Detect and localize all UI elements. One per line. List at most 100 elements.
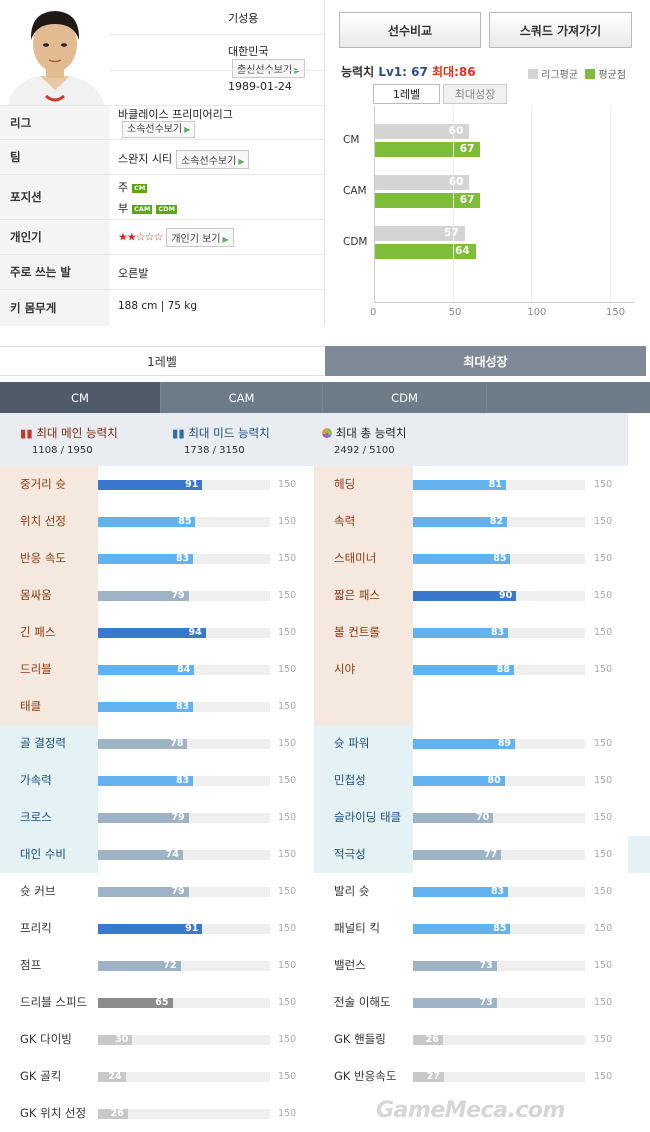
pos-tab-cm[interactable]: CM	[0, 382, 161, 413]
stat-bar: 83	[98, 554, 194, 564]
stat-bar: 84	[98, 665, 195, 675]
stat-max: 150	[278, 590, 297, 601]
squad-button[interactable]: 스쿼드 가져가기	[489, 12, 632, 48]
stat-name: GK 반응속도	[334, 1069, 397, 1083]
stat-track: 90	[413, 591, 585, 601]
stat-max: 150	[594, 1071, 613, 1082]
team-players-button[interactable]: 소속선수보기 ▶	[176, 150, 250, 169]
chart-bar-league: 60	[375, 124, 470, 139]
stat-name: 적극성	[334, 847, 366, 861]
stat-track: 85	[98, 517, 270, 527]
compare-button[interactable]: 선수비교	[339, 12, 481, 48]
legend-league: 리그평균	[541, 70, 578, 81]
stat-name: 골 결정력	[20, 736, 66, 750]
stat-bar: 83	[413, 887, 509, 897]
summary-mid: ▮▮ 최대 미드 능력치 1738 / 3150	[172, 426, 270, 456]
team-value: 스완지 시티 소속선수보기 ▶	[118, 150, 250, 169]
stat-name: 프리킥	[20, 921, 52, 935]
stat-track: 73	[413, 961, 585, 971]
league-label: 리그	[0, 106, 110, 139]
stat-track: 94	[98, 628, 270, 638]
stat-name: 태클	[20, 699, 42, 713]
pie-chart-icon	[322, 428, 332, 438]
stat-bar: 74	[98, 850, 183, 860]
chart-tick-label: 100	[527, 307, 547, 318]
chart-tick-label: 150	[606, 307, 626, 318]
stat-bar: 83	[98, 776, 194, 786]
stat-max: 150	[278, 1034, 297, 1045]
popularity-row: 개인기 ★★☆☆☆ 개인기 보기 ▶	[0, 220, 324, 255]
stat-track: 79	[98, 591, 270, 601]
stat-name: 위치 선정	[20, 514, 66, 528]
arrow-right-icon: ▶	[184, 125, 191, 134]
stat-track: 77	[413, 850, 585, 860]
stat-track: 80	[413, 776, 585, 786]
stat-max: 150	[278, 627, 297, 638]
stat-max: 150	[594, 849, 613, 860]
stat-max: 150	[594, 479, 613, 490]
stat-name: 반응 속도	[20, 551, 66, 565]
stat-name: 드리블 스피드	[20, 995, 88, 1009]
pos-tab-empty[interactable]	[487, 382, 650, 413]
stat-name: 가속력	[20, 773, 52, 787]
chart-gridline	[452, 106, 454, 302]
stat-track: 83	[98, 776, 270, 786]
tab-max-growth[interactable]: 최대성장	[325, 346, 646, 376]
league-players-button[interactable]: 소속선수보기 ▶	[122, 121, 196, 138]
stat-bar: 79	[98, 887, 189, 897]
stat-name: GK 핸들링	[334, 1032, 386, 1046]
popularity-view-button[interactable]: 개인기 보기 ▶	[166, 228, 234, 247]
stat-track: 83	[98, 702, 270, 712]
watermark: GameMeca.com	[376, 1098, 565, 1123]
scroll-indicator[interactable]	[628, 836, 650, 873]
stat-max: 150	[594, 886, 613, 897]
stat-max: 150	[594, 516, 613, 527]
ability-chart: CM 60 67 CAM 60 67 CDM 57 64 0 50 100 150	[325, 106, 650, 326]
star-rating-icon: ★★☆☆☆	[118, 230, 163, 244]
stat-bar: 82	[413, 517, 508, 527]
lv1-value: Lv1: 67	[378, 65, 428, 79]
stat-name: GK 다이빙	[20, 1032, 72, 1046]
stat-name: 대인 수비	[20, 847, 66, 861]
stat-max: 150	[594, 664, 613, 675]
stat-bar: 85	[413, 554, 511, 564]
main-ability-icon: ▮▮	[20, 426, 33, 440]
stat-bar: 80	[413, 776, 505, 786]
tab-level1[interactable]: 1레벨	[0, 346, 324, 376]
stat-max: 150	[278, 997, 297, 1008]
chart-bar-avg: 67	[375, 142, 481, 157]
stat-track: 91	[98, 924, 270, 934]
foot-label: 주로 쓰는 발	[0, 255, 110, 289]
stat-bar: 73	[413, 998, 497, 1008]
pos-tab-cdm[interactable]: CDM	[323, 382, 487, 413]
nationality-value: 대한민국	[228, 45, 269, 58]
chart-tick-label: 0	[370, 307, 377, 318]
stat-bar: 91	[98, 924, 203, 934]
stat-track: 91	[98, 480, 270, 490]
popularity-label: 개인기	[0, 220, 110, 254]
stat-bar: 26	[413, 1035, 443, 1045]
summary-main: ▮▮ 최대 메인 능력치 1108 / 1950	[20, 426, 118, 456]
pos-tab-cam[interactable]: CAM	[161, 382, 323, 413]
chart-tick-label: 50	[448, 307, 462, 318]
arrow-right-icon: ▶	[238, 157, 245, 166]
seg-max-growth[interactable]: 최대성장	[443, 84, 507, 104]
stat-max: 150	[278, 479, 297, 490]
max-value: 최대:86	[432, 65, 476, 79]
nationality-players-button[interactable]: 출신선수보기 ▶	[232, 59, 306, 78]
legend-avg: 평균점	[598, 70, 626, 81]
stat-track: 88	[413, 665, 585, 675]
stat-name: 헤딩	[334, 477, 356, 491]
stat-track: 79	[98, 813, 270, 823]
player-profile: 기성용 대한민국출신선수보기 ▶ 1989-01-24 리그 바클레이스 프리미어…	[0, 0, 324, 326]
ability-header: 능력치 Lv1: 67 최대:86	[341, 65, 476, 79]
stat-max: 150	[278, 738, 297, 749]
seg-level1[interactable]: 1레벨	[373, 84, 440, 104]
stat-name: 중거리 슛	[20, 477, 66, 491]
stat-name: 패널티 킥	[334, 921, 380, 935]
stat-name: 볼 컨트롤	[334, 625, 380, 639]
stat-track: 83	[413, 887, 585, 897]
stat-name: 속력	[334, 514, 356, 528]
stat-max: 150	[278, 553, 297, 564]
chart-bar-avg: 67	[375, 193, 481, 208]
